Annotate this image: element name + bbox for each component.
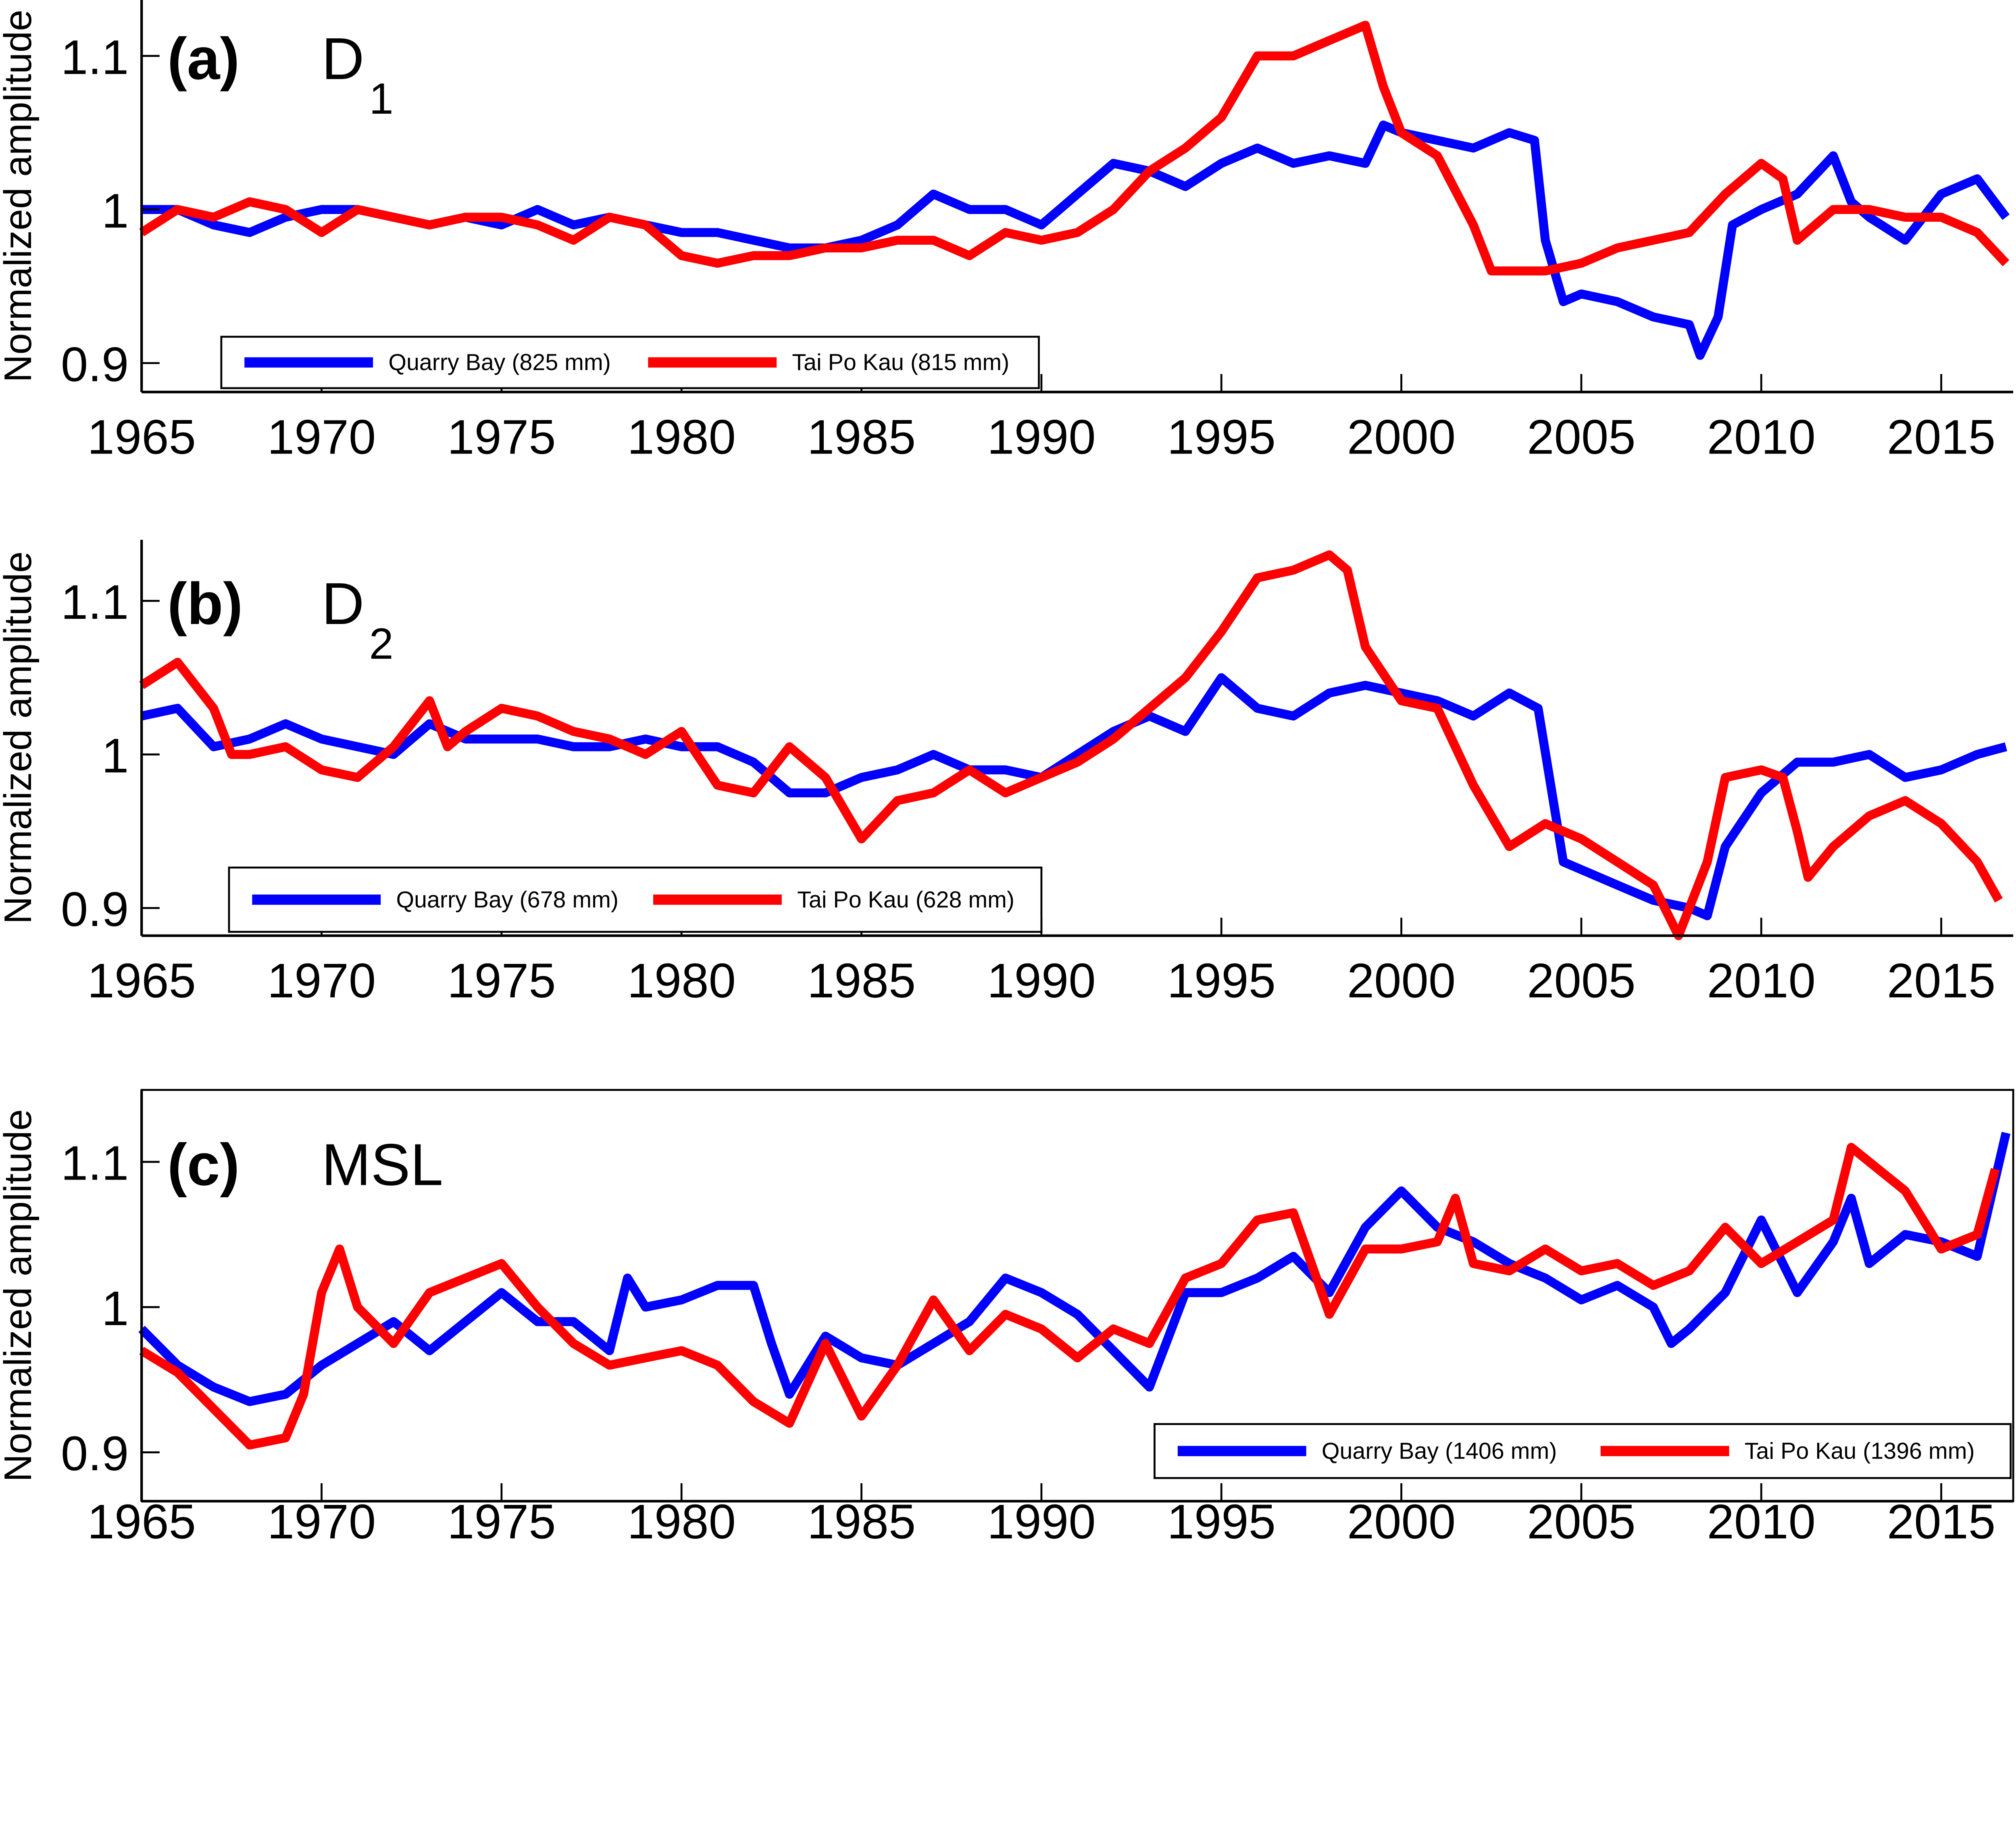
x-tick-label: 1975 [447, 1494, 556, 1540]
series-line-quarry-bay [140, 673, 2008, 920]
legend-label: Tai Po Kau (1396 mm) [1745, 1438, 1975, 1464]
constituent-subscript: 1 [369, 74, 394, 123]
y-tick-label: 0.9 [61, 882, 129, 936]
x-tick-label: 2005 [1527, 409, 1635, 464]
x-tick-label: 2000 [1347, 409, 1456, 464]
x-tick-label: 1965 [87, 409, 196, 464]
x-tick-label: 2010 [1707, 953, 1816, 1008]
figure: 1965 1970 1975 1980 1985 1990 1995 2000 2005 2010… [0, 0, 2014, 1540]
x-tick-label: 1985 [807, 1494, 916, 1540]
x-tick-label: 2015 [1887, 1494, 1995, 1540]
x-tick-label: 1965 [87, 953, 196, 1008]
constituent-label: MSL [322, 1132, 444, 1198]
series-line-quarry-bay [142, 121, 2010, 360]
panel-a: 1965 1970 1975 1980 1985 1990 1995 2000 2005 2010… [0, 0, 2014, 464]
panel-b: 1965 1970 1975 1980 1985 1990 1995 2000 2005 2010… [0, 540, 2014, 1008]
x-tick-label: 1980 [627, 1494, 735, 1540]
x-tick-label: 2010 [1707, 1494, 1816, 1540]
x-tick-label: 1980 [627, 409, 735, 464]
panel-label: (b) [167, 571, 243, 637]
constituent-subscript: 2 [369, 619, 394, 668]
x-tick-label: 1995 [1167, 1494, 1275, 1540]
legend-label: Quarry Bay (1406 mm) [1322, 1438, 1557, 1464]
x-tick-label: 1975 [447, 953, 556, 1008]
y-tick-label: 1 [102, 183, 129, 238]
legend-label: Quarry Bay (678 mm) [396, 887, 619, 913]
x-tick-label: 2005 [1527, 953, 1635, 1008]
x-tick-label: 1970 [267, 1494, 376, 1540]
series-line-tai-po-kau [139, 1143, 2000, 1450]
x-tick-label: 2005 [1527, 1494, 1635, 1540]
series-line-quarry-bay [138, 1132, 2011, 1406]
panel-label: (a) [167, 26, 240, 92]
x-tick-label: 2000 [1347, 1494, 1456, 1540]
x-tick-label: 1975 [447, 409, 556, 464]
panel-label: (c) [167, 1132, 240, 1198]
x-tick-label: 1990 [987, 409, 1095, 464]
x-tick-label: 2010 [1707, 409, 1816, 464]
x-tick-label: 1990 [987, 953, 1095, 1008]
x-tick-label: 1995 [1167, 409, 1275, 464]
y-tick-label: 1 [102, 1281, 129, 1336]
x-tick-label: 2000 [1347, 953, 1456, 1008]
x-tick-label: 2015 [1887, 409, 1995, 464]
y-axis-label: Normalized amplitude [0, 10, 40, 383]
x-tick-label: 1980 [627, 953, 735, 1008]
legend-label: Quarry Bay (825 mm) [388, 350, 611, 375]
legend: Quarry Bay (1406 mm) Tai Po Kau (1396 mm) [1154, 1423, 2012, 1479]
x-tick-label: 1970 [267, 953, 376, 1008]
y-tick-label: 1.1 [61, 574, 129, 629]
legend-label: Tai Po Kau (815 mm) [792, 350, 1009, 375]
y-axis-label: Normalized amplitude [0, 551, 40, 924]
y-tick-label: 1.1 [61, 29, 129, 84]
legend-label: Tai Po Kau (628 mm) [797, 887, 1014, 913]
x-tick-label: 1985 [807, 409, 916, 464]
series-line-tai-po-kau [139, 21, 2010, 276]
constituent-label: D [322, 26, 364, 92]
y-tick-label: 0.9 [61, 337, 129, 391]
series-line-tai-po-kau [139, 550, 2003, 941]
x-tick-label: 1995 [1167, 953, 1275, 1008]
x-tick-label: 2015 [1887, 953, 1995, 1008]
y-axis-label: Normalized amplitude [0, 1109, 40, 1482]
x-tick-label: 1990 [987, 1494, 1095, 1540]
legend: Quarry Bay (825 mm) Tai Po Kau (815 mm) [220, 335, 1040, 389]
legend: Quarry Bay (678 mm) Tai Po Kau (628 mm) [228, 866, 1043, 933]
x-tick-label: 1965 [87, 1494, 196, 1540]
y-tick-label: 1.1 [61, 1136, 129, 1190]
constituent-label: D [322, 571, 364, 637]
panel-c: 1965 1970 1975 1980 1985 1990 1995 2000 2005 2010… [0, 1089, 2014, 1540]
x-tick-label: 1970 [267, 409, 376, 464]
x-tick-label: 1985 [807, 953, 916, 1008]
y-tick-label: 1 [102, 728, 129, 783]
y-tick-label: 0.9 [61, 1426, 129, 1481]
